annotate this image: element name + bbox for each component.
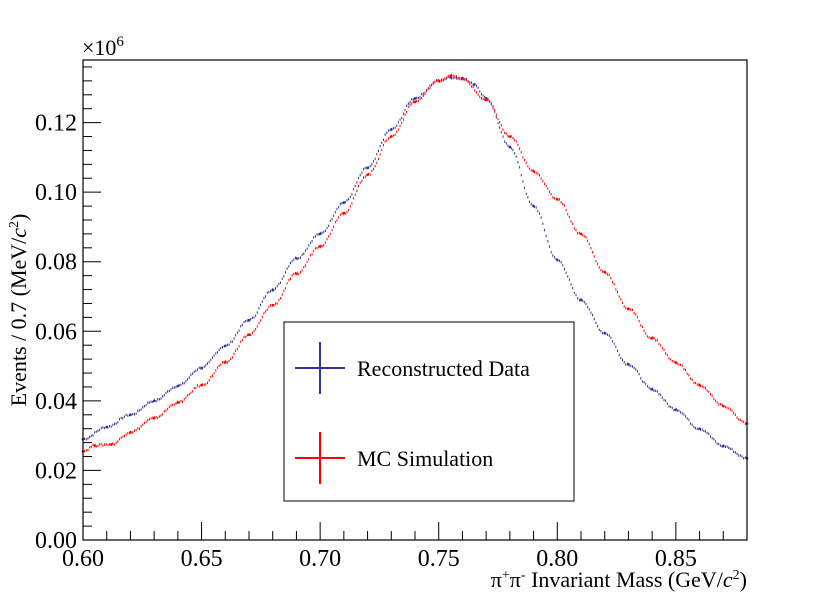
y-axis-exponent: ×106 (82, 34, 124, 60)
x-title-plus: + (502, 568, 510, 583)
x-tick-label: 0.80 (536, 546, 578, 572)
x-title-rest: Invariant Mass (GeV/ (526, 567, 724, 592)
x-title-sq: 2 (733, 568, 740, 583)
y-tick-label: 0.06 (35, 319, 77, 345)
y-tick-label: 0.10 (35, 180, 77, 206)
x-tick-label: 0.85 (655, 546, 697, 572)
y-tick-label: 0.02 (35, 458, 77, 484)
y-title-main: Events / 0.7 (MeV/ (6, 237, 31, 407)
legend-label: Reconstructed Data (357, 356, 530, 381)
x-title-pi: π (491, 567, 502, 592)
x-tick-label: 0.60 (62, 546, 104, 572)
y-title-c: c (6, 228, 31, 238)
x-title-c: c (723, 567, 733, 592)
y-title-sq: 2 (7, 221, 22, 228)
series-mc-simulation (81, 73, 749, 454)
x-tick-label: 0.65 (181, 546, 223, 572)
series-bins (82, 73, 746, 454)
y-tick-label: 0.08 (35, 250, 77, 276)
series-layer (81, 73, 749, 460)
y-title-close: ) (6, 214, 31, 221)
y-axis-title: Events / 0.7 (MeV/c2) (6, 214, 31, 407)
y-tick-label: 0.04 (35, 389, 77, 415)
legend-box (283, 321, 575, 502)
exponent-base: ×10 (82, 35, 116, 60)
y-tick-label: 0.00 (35, 528, 77, 554)
legend-entry: Reconstructed Data (295, 342, 530, 394)
x-axis-title: π+π- Invariant Mass (GeV/c2) (491, 567, 747, 592)
x-tick-label: 0.75 (418, 546, 460, 572)
x-tick-label: 0.70 (299, 546, 341, 572)
legend-entries: Reconstructed Data MC Simulation (295, 342, 530, 484)
x-title-pi2: π (510, 567, 521, 592)
x-title-minus: - (521, 568, 526, 583)
legend-label: MC Simulation (357, 446, 493, 471)
x-title-close: ) (740, 567, 747, 592)
legend-entry: MC Simulation (295, 432, 493, 484)
exponent-power: 6 (116, 34, 124, 50)
legend: Reconstructed Data MC Simulation (283, 321, 575, 502)
ticks-layer: 0.60 0.65 0.70 0.75 0.80 0.85 0.00 0.02 0.04 0.06… (35, 66, 748, 572)
y-tick-label: 0.12 (35, 111, 77, 137)
